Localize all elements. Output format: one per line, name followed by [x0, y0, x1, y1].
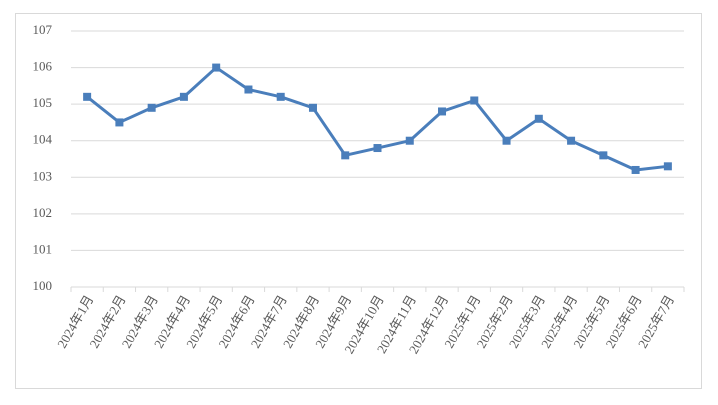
y-tick-label: 101	[33, 241, 53, 256]
marker	[244, 85, 253, 94]
marker	[470, 96, 479, 105]
marker	[212, 63, 221, 72]
marker	[83, 92, 92, 101]
y-tick-label: 103	[33, 168, 53, 183]
y-tick-label: 100	[33, 278, 53, 293]
marker	[341, 151, 350, 160]
marker	[438, 107, 447, 116]
marker	[373, 144, 382, 153]
marker	[534, 114, 543, 123]
marker	[308, 103, 317, 112]
marker	[405, 136, 414, 145]
y-tick-label: 102	[33, 205, 53, 220]
chart-frame	[15, 13, 702, 389]
marker	[663, 162, 672, 171]
y-tick-label: 105	[33, 95, 53, 110]
y-tick-label: 104	[33, 132, 53, 147]
marker	[599, 151, 608, 160]
marker	[179, 92, 188, 101]
marker	[147, 103, 156, 112]
marker	[567, 136, 576, 145]
marker	[631, 165, 640, 174]
marker	[502, 136, 511, 145]
marker	[115, 118, 124, 127]
marker	[276, 92, 285, 101]
y-tick-label: 107	[33, 22, 53, 37]
y-tick-label: 106	[33, 59, 53, 74]
